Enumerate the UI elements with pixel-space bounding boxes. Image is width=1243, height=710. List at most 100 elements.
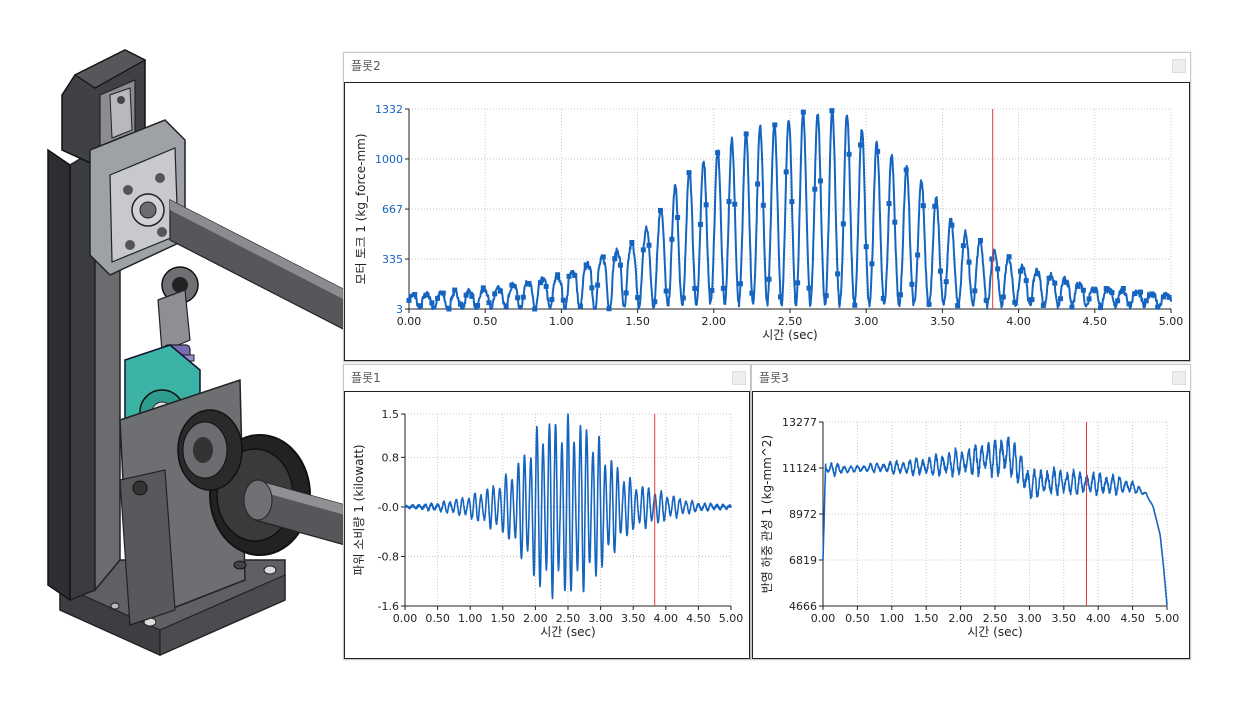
- series-marker: [600, 254, 606, 260]
- series-marker: [909, 281, 915, 287]
- x-tick-label: 0.50: [845, 612, 870, 625]
- plot1-chart: 0.00 0.50 1.00 1.50 2.00 2.50 3.00 3.50 4.00 4.50…: [344, 391, 750, 659]
- series-marker: [823, 293, 829, 299]
- y-axis-label: 파워 소비량 1 (kilowatt): [352, 444, 366, 575]
- series-marker: [966, 259, 972, 265]
- series-marker: [812, 186, 818, 192]
- series-marker: [783, 169, 789, 175]
- series-marker: [635, 295, 641, 301]
- series-marker: [903, 167, 909, 173]
- series-line: [822, 436, 1168, 606]
- series-marker: [1149, 291, 1155, 297]
- series-marker: [1075, 283, 1081, 289]
- series-marker: [789, 199, 795, 205]
- power-chart-svg: 0.00 0.50 1.00 1.50 2.00 2.50 3.00 3.50 4.00 4.50…: [352, 408, 743, 639]
- x-tick-label: 4.00: [654, 612, 679, 625]
- series-marker: [475, 302, 481, 308]
- x-tick-label: 4.50: [686, 612, 711, 625]
- plot1-panel: 플롯1 0.00 0.50 1.00 1.50 2.00 2.50 3.00 3.50 4.00…: [343, 364, 751, 660]
- series-marker: [1023, 278, 1029, 284]
- x-tick-label: 3.50: [930, 315, 955, 328]
- series-marker: [577, 303, 583, 309]
- x-tick-label: 2.00: [523, 612, 548, 625]
- x-axis-label: 시간 (sec): [967, 625, 1023, 639]
- series-marker: [1086, 296, 1092, 302]
- plot3-minimize-icon[interactable]: [1172, 371, 1186, 385]
- inertia-chart-svg: 0.00 0.50 1.00 1.50 2.00 2.50 3.00 3.50 4.00 4.50…: [760, 416, 1179, 639]
- series-marker: [1166, 294, 1172, 300]
- x-tick-label: 4.50: [1083, 315, 1108, 328]
- series-marker: [572, 272, 578, 278]
- series-marker: [817, 178, 823, 184]
- series-marker: [972, 288, 978, 294]
- series-marker: [417, 303, 423, 309]
- series-marker: [737, 281, 743, 287]
- series-marker: [675, 215, 681, 221]
- x-tick-label: 5.00: [1159, 315, 1184, 328]
- x-tick-label: 4.00: [1086, 612, 1111, 625]
- x-tick-label: 4.00: [1006, 315, 1031, 328]
- series-marker: [440, 290, 446, 296]
- series-marker: [429, 300, 435, 306]
- series-marker: [406, 297, 412, 303]
- series-marker: [1126, 301, 1132, 307]
- plot1-minimize-icon[interactable]: [732, 371, 746, 385]
- series-marker: [875, 149, 881, 155]
- x-tick-label: 0.50: [473, 315, 498, 328]
- series-marker: [960, 243, 966, 249]
- series-marker: [703, 202, 709, 208]
- series-marker: [1155, 304, 1161, 310]
- series-marker: [1120, 285, 1126, 291]
- series-marker: [766, 276, 772, 282]
- y-tick-label: 8972: [789, 508, 817, 521]
- y-axis-label: 반영 하중 관성 1 (kg-mm^2): [760, 435, 774, 593]
- series-marker: [1012, 299, 1018, 305]
- series-marker: [1046, 275, 1052, 281]
- series-marker: [777, 294, 783, 300]
- plot1-title: 플롯1: [344, 365, 750, 391]
- series-marker: [452, 287, 458, 293]
- y-tick-label: 335: [382, 253, 403, 266]
- x-tick-label: 1.00: [880, 612, 905, 625]
- series-marker: [566, 273, 572, 279]
- y-tick-label: 6819: [789, 554, 817, 567]
- y-tick-label: 667: [382, 203, 403, 216]
- series-marker: [469, 293, 475, 299]
- plot2-minimize-icon[interactable]: [1172, 59, 1186, 73]
- series-marker: [692, 285, 698, 291]
- series-marker: [1138, 289, 1144, 295]
- series-marker: [886, 201, 892, 207]
- series-marker: [492, 291, 498, 297]
- series-marker: [657, 207, 663, 213]
- series-marker: [846, 151, 852, 157]
- series-marker: [497, 288, 503, 294]
- series-marker: [869, 261, 875, 267]
- series-marker: [1092, 288, 1098, 294]
- series-marker: [503, 303, 509, 309]
- series-marker: [892, 219, 898, 225]
- series-marker: [937, 268, 943, 274]
- y-tick-label: 0.8: [382, 451, 400, 464]
- series-marker: [840, 221, 846, 227]
- x-tick-label: 3.50: [621, 612, 646, 625]
- series-marker: [697, 221, 703, 227]
- x-axis-label: 시간 (sec): [762, 328, 818, 342]
- series-marker: [446, 306, 452, 312]
- series-marker: [1080, 287, 1086, 293]
- x-tick-label: 1.50: [491, 612, 516, 625]
- x-tick-label: 0.00: [393, 612, 418, 625]
- series-marker: [857, 142, 863, 148]
- series-marker: [920, 203, 926, 209]
- series-marker: [720, 285, 726, 291]
- series-marker: [520, 294, 526, 300]
- torque-chart-svg: 0.00 0.50 1.00 1.50 2.00 2.50 3.00 3.50 4.00 4.50…: [354, 103, 1184, 342]
- plot2-panel: 플롯2 0.00 0.50 1.00 1.50 2.00 2.50 3.00 3.50 4.00…: [343, 52, 1191, 362]
- series-marker: [863, 244, 869, 250]
- series-marker: [743, 131, 749, 137]
- x-tick-label: 4.50: [1120, 612, 1145, 625]
- x-tick-label: 2.50: [778, 315, 803, 328]
- plot3-chart: 0.00 0.50 1.00 1.50 2.00 2.50 3.00 3.50 4.00 4.50…: [752, 391, 1190, 659]
- x-axis-label: 시간 (sec): [540, 625, 596, 639]
- series-marker: [555, 272, 561, 278]
- series-marker: [589, 285, 595, 291]
